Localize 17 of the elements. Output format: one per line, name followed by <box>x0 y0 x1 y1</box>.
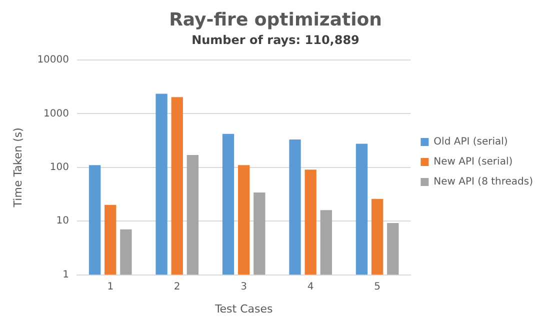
y-tick-label: 1 <box>62 269 70 280</box>
x-tick-label: 3 <box>240 281 248 292</box>
x-tick-label: 2 <box>174 281 180 292</box>
x-tick-label: 4 <box>307 281 314 292</box>
x-axis-title: Test Cases <box>214 302 274 316</box>
y-tick-label: 1000 <box>44 108 70 120</box>
legend-label: New API (serial) <box>434 156 513 168</box>
chart-subtitle: Number of rays: 110,889 <box>192 32 360 47</box>
chart-title: Ray-fire optimization <box>169 9 382 30</box>
y-tick-label: 10000 <box>37 54 70 66</box>
legend-label: New API (8 threads) <box>434 176 534 188</box>
y-axis-title: Time Taken (s) <box>11 128 24 208</box>
x-tick-label: 1 <box>107 281 114 292</box>
legend-label: Old API (serial) <box>434 136 508 148</box>
y-tick-label: 100 <box>50 162 70 173</box>
y-tick-label: 10 <box>56 216 70 227</box>
x-tick-label: 5 <box>374 281 380 292</box>
